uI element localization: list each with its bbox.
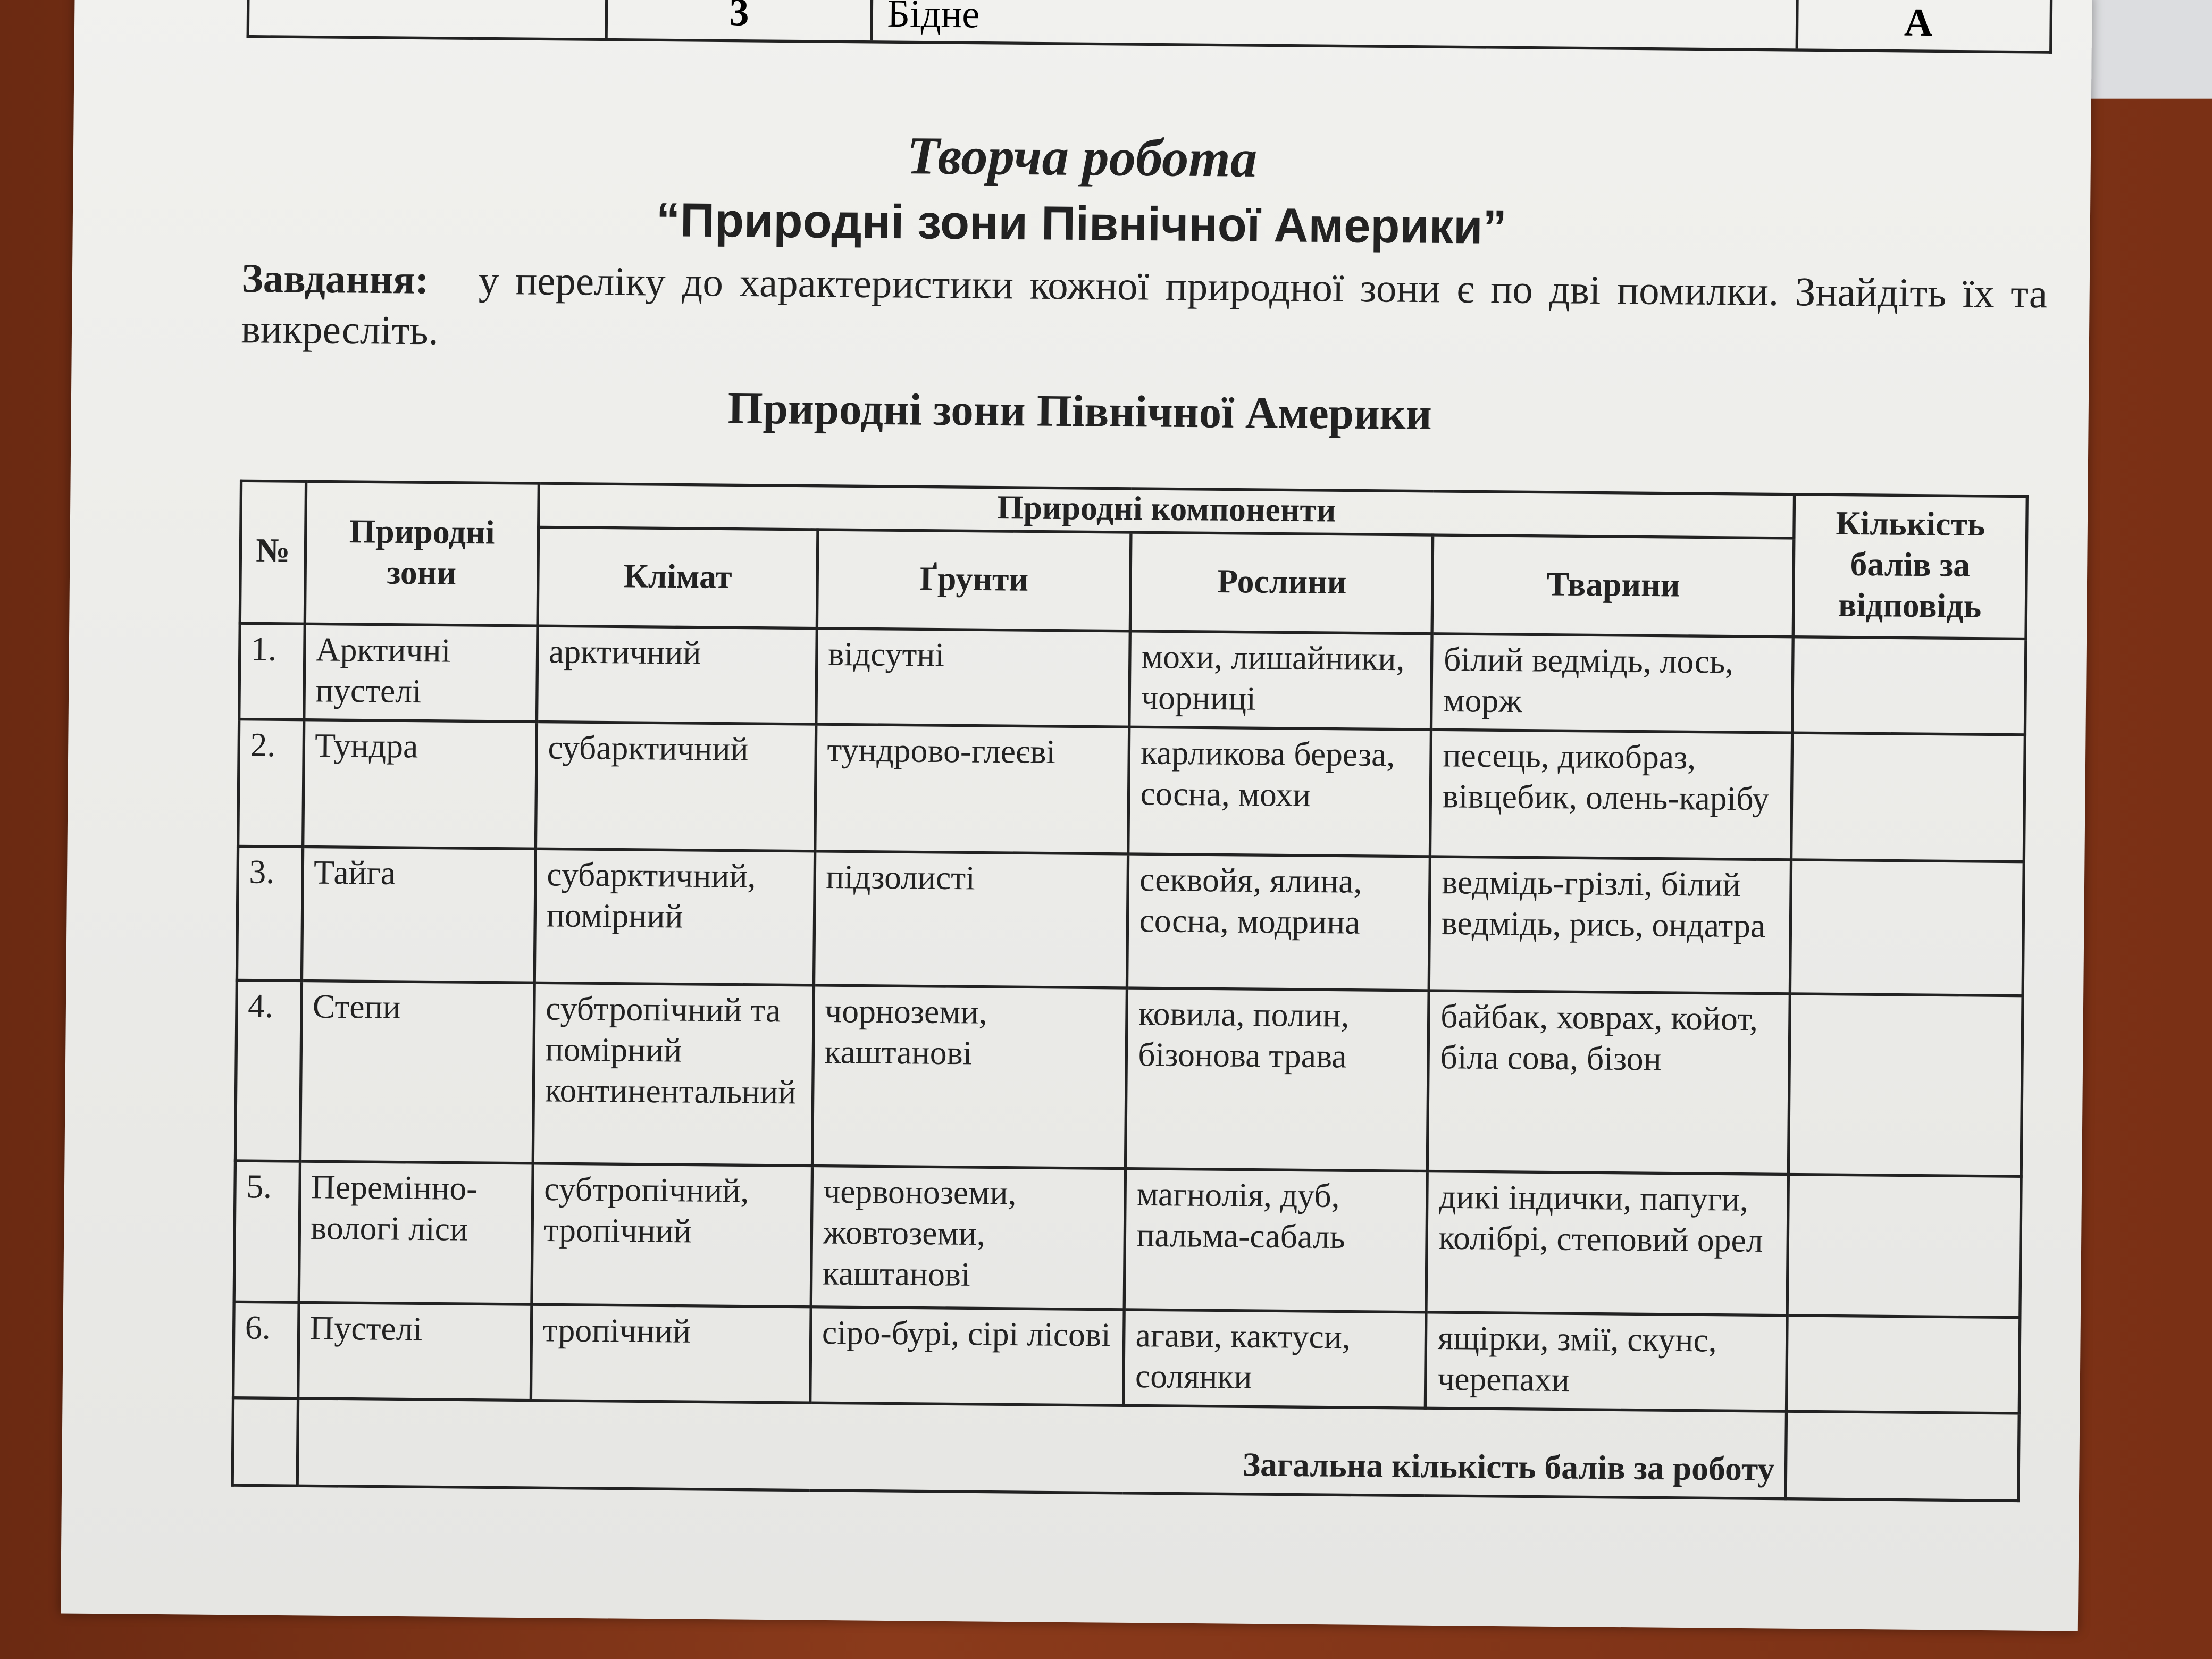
- paper: 3 Бідне А Творча робота “Природні зони П…: [60, 0, 2092, 1631]
- cell: Перемінно-вологі ліси: [298, 1161, 533, 1305]
- task-text: у переліку до характеристики кожної прир…: [241, 258, 2048, 355]
- cell: субтропічний та помірний континентальний: [533, 983, 814, 1166]
- cell: 3: [607, 0, 874, 41]
- table-row: 2. Тундра субарктичний тундрово-глеєві карли…: [238, 719, 2025, 862]
- cell: червоноземи, жовтоземи, каштанові: [811, 1166, 1126, 1310]
- empty-cell: [1786, 1315, 2020, 1414]
- table-title: Природні зони Північної Америки: [727, 382, 1432, 439]
- cell: арктичний: [537, 626, 817, 725]
- cell: агави, кактуси, солянки: [1124, 1309, 1427, 1409]
- cell: білий ведмідь, лось, морж: [1431, 633, 1794, 733]
- empty-cell: [1788, 993, 2023, 1177]
- header-cell: Тварини: [1432, 535, 1794, 637]
- cell: 5.: [234, 1160, 300, 1303]
- cell: Арктичні пустелі: [304, 624, 538, 722]
- cell: 1.: [239, 623, 305, 720]
- cell: субарктичний, помірний: [534, 849, 815, 985]
- cell: субарктичний: [535, 722, 816, 851]
- cell: Степи: [300, 981, 535, 1163]
- table-row: 4. Степи субтропічний та помірний континен…: [235, 980, 2023, 1177]
- cell: 6.: [233, 1302, 299, 1398]
- cell: чорноземи, каштанові: [812, 985, 1128, 1169]
- task: Завдання: у переліку до характеристики ко…: [241, 254, 2048, 371]
- empty-cell: [1790, 859, 2024, 996]
- cell: 4.: [235, 980, 302, 1162]
- cell: Тайга: [301, 847, 536, 983]
- cell: магнолія, дуб, пальма-сабаль: [1124, 1168, 1428, 1312]
- cell: А: [1904, 1, 1933, 46]
- cell: субтропічний, тропічний: [532, 1163, 812, 1307]
- cell: байбак, ховрах, койот, біла сова, бізон: [1428, 990, 1790, 1175]
- previous-table-row: 3 Бідне А: [246, 0, 2053, 54]
- task-label: Завдання:: [241, 256, 429, 304]
- header-cell: Природні зони: [304, 481, 539, 626]
- cell: секвойя, ялина, сосна, модрина: [1127, 853, 1431, 991]
- cell: ящірки, змії, скунс, черепахи: [1426, 1312, 1788, 1412]
- cell: Бідне: [873, 0, 1799, 49]
- header-cell: Клімат: [538, 527, 818, 629]
- empty-cell: [1792, 636, 2026, 735]
- cell: сіро-бурі, сірі лісові: [810, 1306, 1125, 1406]
- cell: дикі індички, папуги, колібрі, степовий …: [1427, 1171, 1789, 1316]
- header-cell: Ґрунти: [817, 529, 1132, 631]
- table-row: 5. Перемінно-вологі ліси субтропічний, тро…: [234, 1160, 2022, 1318]
- cell: ковила, полин, бізонова трава: [1126, 988, 1430, 1171]
- cell: відсутні: [816, 628, 1131, 727]
- title: Творча робота: [907, 127, 1258, 189]
- cell: ведмідь-грізлі, білий ведмідь, рись, онд…: [1429, 856, 1791, 994]
- cell: 3.: [237, 846, 303, 981]
- header-row: № Природні зони Природні компоненти Кількіс…: [240, 481, 2027, 639]
- cell: підзолисті: [814, 851, 1129, 988]
- table-row: 3. Тайга субарктичний, помірний підзолисті с…: [237, 846, 2024, 996]
- total-label: Загальна кількість балів за роботу: [297, 1398, 1787, 1499]
- zones-table: № Природні зони Природні компоненти Кількіс…: [231, 480, 2029, 1503]
- cell: Пустелі: [298, 1302, 532, 1401]
- empty-cell: [1786, 1411, 2020, 1501]
- cell: тропічний: [531, 1304, 811, 1403]
- empty-cell: [249, 0, 608, 38]
- cell: карликова береза, сосна, мохи: [1128, 727, 1432, 857]
- header-cell: Кількість балів за відповідь: [1793, 494, 2027, 639]
- empty-cell: [1787, 1174, 2022, 1318]
- cell: Тундра: [303, 719, 537, 849]
- cell: песець, дикобраз, вівцебик, олень-карібу: [1430, 730, 1792, 860]
- cell: 2.: [238, 719, 304, 847]
- empty-cell: [1791, 733, 2025, 862]
- table-row: 1. Арктичні пустелі арктичний відсутні мохи,…: [239, 623, 2026, 735]
- header-cell: №: [240, 481, 306, 624]
- subtitle: “Природні зони Північної Америки”: [656, 194, 1507, 255]
- total-row: Загальна кількість балів за роботу: [232, 1397, 2020, 1501]
- background-sheet: [2085, 0, 2212, 99]
- cell: мохи, лишайники, чорниці: [1129, 631, 1433, 730]
- cell: тундрово-глеєві: [815, 724, 1130, 854]
- empty-cell: [232, 1397, 298, 1486]
- table-row: 6. Пустелі тропічний сіро-бурі, сірі лісові…: [233, 1302, 2020, 1414]
- header-cell: Рослини: [1130, 532, 1434, 634]
